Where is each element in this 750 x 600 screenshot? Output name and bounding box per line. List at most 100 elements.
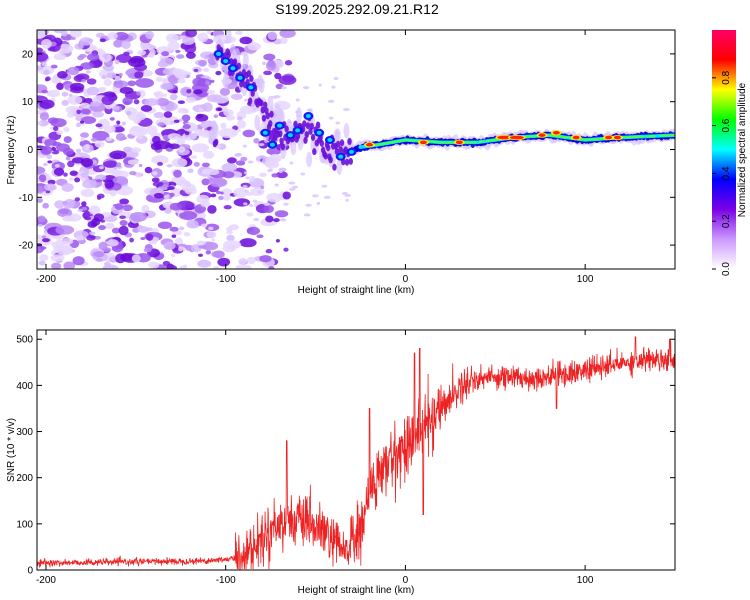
noise-blob: [80, 172, 89, 178]
ridge-core: [310, 133, 316, 141]
noise-blob: [37, 244, 44, 254]
noise-blob: [343, 107, 350, 111]
noise-blob: [103, 160, 118, 168]
noise-blob: [193, 68, 199, 72]
noise-blob: [246, 256, 256, 265]
noise-blob: [276, 171, 288, 179]
spectrogram-content: [37, 30, 675, 269]
noise-blob: [137, 50, 147, 56]
noise-blob: [118, 72, 123, 77]
noise-blob: [269, 168, 273, 172]
noise-blob: [260, 185, 265, 190]
noise-blob: [70, 36, 76, 41]
noise-blob: [222, 193, 231, 201]
ridge-knot-core: [287, 133, 293, 138]
noise-blob: [169, 93, 178, 101]
ridge-knot-core: [305, 114, 311, 119]
ridge-knot-core: [316, 130, 322, 135]
noise-blob: [175, 49, 181, 54]
noise-blob: [247, 160, 254, 164]
noise-blob: [221, 188, 233, 196]
noise-blob: [89, 235, 96, 239]
noise-blob: [43, 183, 57, 191]
noise-blob: [162, 93, 168, 97]
noise-blob: [79, 37, 93, 46]
noise-blob: [37, 179, 41, 183]
ridge-hot-core: [419, 140, 427, 145]
colorbar-bar: [712, 30, 736, 269]
noise-blob: [344, 193, 352, 197]
noise-blob: [177, 78, 186, 84]
noise-blob: [181, 114, 191, 122]
noise-blob: [166, 164, 173, 168]
noise-blob: [134, 171, 143, 178]
noise-blob: [105, 137, 113, 142]
noise-blob: [127, 80, 137, 87]
ridge-core: [328, 156, 333, 164]
ridge-hot-core: [365, 142, 373, 147]
noise-blob: [217, 257, 231, 267]
noise-blob: [47, 89, 61, 98]
noise-blob: [235, 264, 252, 269]
noise-blob: [113, 80, 129, 89]
noise-blob: [283, 202, 289, 206]
noise-blob: [179, 210, 198, 220]
noise-blob: [151, 155, 169, 165]
noise-blob: [41, 89, 48, 94]
snr-y-tick-label: 400: [16, 381, 33, 392]
noise-blob: [171, 234, 177, 238]
noise-blob: [124, 107, 138, 116]
noise-blob: [178, 247, 183, 252]
noise-blob: [63, 204, 70, 209]
noise-blob: [198, 253, 203, 257]
noise-blob: [56, 82, 64, 91]
noise-blob: [101, 95, 115, 106]
noise-blob: [177, 107, 188, 114]
noise-blob: [69, 82, 85, 91]
noise-blob: [66, 66, 80, 76]
snr-x-tick-label: -200: [36, 575, 56, 586]
noise-blob: [209, 79, 215, 83]
noise-blob: [51, 241, 59, 247]
noise-blob: [226, 115, 236, 121]
noise-blob: [115, 253, 126, 264]
ridge-core: [250, 89, 255, 97]
ridge-core: [232, 58, 238, 66]
noise-blob: [168, 143, 180, 150]
noise-blob: [84, 216, 92, 221]
noise-blob: [268, 265, 275, 269]
ridge-inner-green: [640, 135, 645, 138]
noise-blob: [54, 30, 64, 34]
noise-blob: [256, 234, 264, 239]
noise-blob: [95, 123, 103, 128]
noise-blob: [252, 199, 258, 203]
noise-blob: [182, 36, 195, 46]
noise-blob: [184, 43, 197, 54]
noise-blob: [198, 60, 207, 67]
noise-blob: [253, 218, 260, 222]
noise-blob: [215, 107, 223, 112]
ridge-core: [336, 140, 341, 148]
ridge-knot-core: [349, 149, 355, 154]
noise-blob: [128, 170, 137, 176]
noise-blob: [153, 192, 164, 199]
colorbar-tick-label: 0.4: [721, 166, 732, 180]
noise-blob: [98, 86, 107, 91]
noise-blob: [74, 177, 81, 183]
noise-blob: [152, 181, 164, 187]
noise-blob: [80, 132, 90, 138]
ridge-inner-green: [473, 141, 478, 144]
noise-blob: [235, 160, 246, 166]
noise-blob: [37, 166, 45, 173]
noise-blob: [151, 228, 159, 233]
noise-blob: [197, 32, 209, 43]
noise-blob: [92, 111, 104, 118]
noise-blob: [265, 249, 273, 254]
noise-blob: [91, 217, 101, 226]
ridge-hot-core: [497, 135, 512, 140]
noise-blob: [236, 116, 243, 121]
noise-blob: [201, 178, 210, 186]
noise-blob: [282, 191, 291, 200]
noise-blob: [136, 91, 141, 96]
colorbar-ticks: 0.0 0.2 0.4 0.6 0.8: [712, 70, 732, 276]
